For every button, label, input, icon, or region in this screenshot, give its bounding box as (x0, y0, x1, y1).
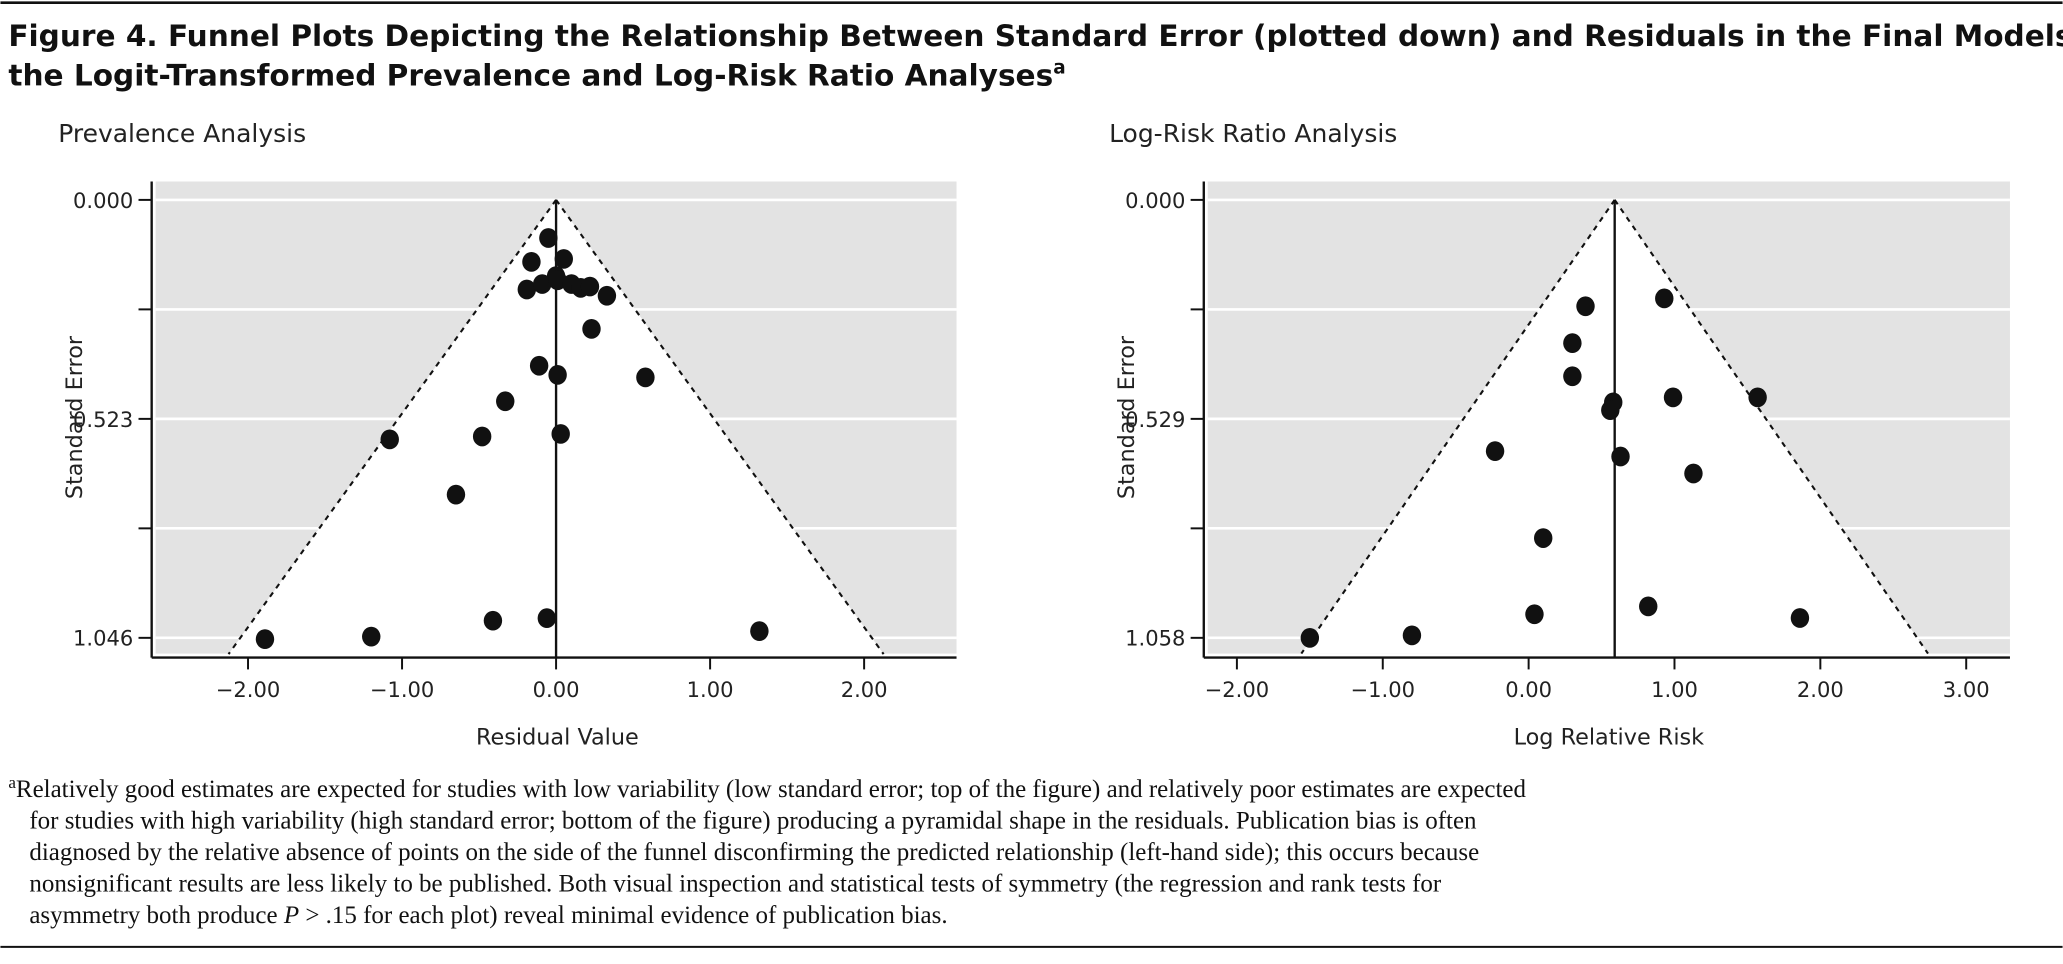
x-axis-label: Residual Value (476, 724, 639, 750)
x-tick-label: 2.00 (841, 677, 888, 702)
x-tick-label: 3.00 (1943, 677, 1990, 702)
x-tick-label: −2.00 (1205, 677, 1269, 702)
data-point (1601, 400, 1620, 421)
footnote-line4: nonsignificant results are less likely t… (29, 871, 1442, 898)
data-point (554, 249, 573, 269)
data-point (539, 228, 558, 248)
x-tick-label: 1.00 (687, 677, 734, 702)
plot-title: Prevalence Analysis (58, 119, 306, 148)
data-point (1525, 604, 1544, 625)
data-point (1534, 528, 1553, 548)
title-text: the Logit-Transformed Prevalence and Log… (8, 58, 1053, 92)
data-point (522, 252, 541, 272)
x-tick-label: 0.00 (1505, 677, 1552, 702)
y-tick-label: 1.058 (1125, 626, 1185, 651)
x-tick-label: 1.00 (1651, 677, 1698, 702)
footnote-text: asymmetry both produce (29, 902, 283, 929)
data-point (533, 274, 552, 294)
y-axis-label: Standard Error (62, 335, 88, 499)
plot-title: Log-Risk Ratio Analysis (1109, 119, 1397, 148)
y-tick-label: 0.000 (73, 188, 133, 213)
footnote-marker: a (8, 773, 16, 792)
data-point (446, 484, 466, 505)
footnote-text: > .15 for each plot) reveal minimal evid… (299, 902, 947, 929)
data-point (1790, 608, 1810, 628)
data-point (750, 621, 769, 642)
log-risk-ratio-funnel-plot: Log-Risk Ratio Analysis 0.000 0.529 1.058 −2… (1109, 119, 2010, 750)
data-point (1611, 446, 1630, 467)
data-point (496, 391, 515, 412)
data-point (255, 629, 275, 649)
data-point (1684, 463, 1703, 484)
footnote-line1: aRelatively good estimates are expected … (8, 773, 1526, 803)
data-point (1485, 441, 1505, 462)
data-point (1576, 296, 1595, 317)
x-tick-label: −1.00 (370, 677, 434, 702)
funnel-left-bound (1300, 199, 1616, 655)
data-point (517, 279, 537, 300)
data-point (597, 285, 617, 306)
x-tick-label: −1.00 (1351, 677, 1415, 702)
footnote-line3: diagnosed by the relative absence of poi… (29, 839, 1479, 866)
funnel-right-bound (555, 199, 885, 655)
y-tick-label: 0.529 (1125, 407, 1185, 432)
data-point (483, 610, 503, 631)
x-tick-label: 2.00 (1797, 677, 1844, 702)
data-point (362, 626, 381, 647)
y-tick-label: 0.000 (1125, 188, 1185, 213)
data-point (1655, 288, 1674, 309)
funnel-right-bound (1613, 199, 1929, 655)
data-point (1300, 627, 1320, 648)
footnote: aRelatively good estimates are expected … (8, 773, 1526, 929)
title-superscript: a (1053, 58, 1065, 79)
data-point (548, 365, 567, 385)
data-point (582, 318, 601, 339)
data-point (537, 608, 557, 629)
footnote-text: Relatively good estimates are expected f… (16, 776, 1527, 803)
footnote-line5: asymmetry both produce P > .15 for each … (29, 902, 947, 929)
data-point (580, 276, 600, 297)
figure-title-line1: Figure 4. Funnel Plots Depicting the Rel… (8, 19, 2063, 53)
data-point (1748, 387, 1767, 408)
figure-title-line2: the Logit-Transformed Prevalence and Log… (8, 58, 1065, 93)
data-point (472, 426, 492, 447)
x-tick-label: −2.00 (216, 677, 280, 702)
x-axis-label: Log Relative Risk (1514, 724, 1705, 750)
x-tick-label: 0.00 (533, 677, 580, 702)
data-point (551, 424, 570, 444)
data-point (1563, 366, 1582, 387)
prevalence-funnel-plot: Prevalence Analysis 0.000 0.523 1.046 −2.00 −… (58, 119, 957, 750)
data-point (548, 270, 567, 291)
data-point (529, 355, 549, 376)
data-point (1563, 333, 1582, 353)
y-tick-label: 1.046 (73, 626, 133, 651)
footnote-p-symbol: P (283, 902, 299, 929)
data-point (1663, 387, 1683, 408)
data-point (1402, 625, 1422, 646)
data-point (636, 367, 655, 388)
footnote-line2: for studies with high variability (high … (29, 808, 1477, 835)
data-point (1639, 596, 1658, 617)
y-tick-label: 0.523 (73, 407, 133, 432)
y-axis-label: Standard Error (1114, 335, 1140, 499)
data-point (380, 429, 399, 450)
funnel-left-bound (227, 199, 557, 655)
